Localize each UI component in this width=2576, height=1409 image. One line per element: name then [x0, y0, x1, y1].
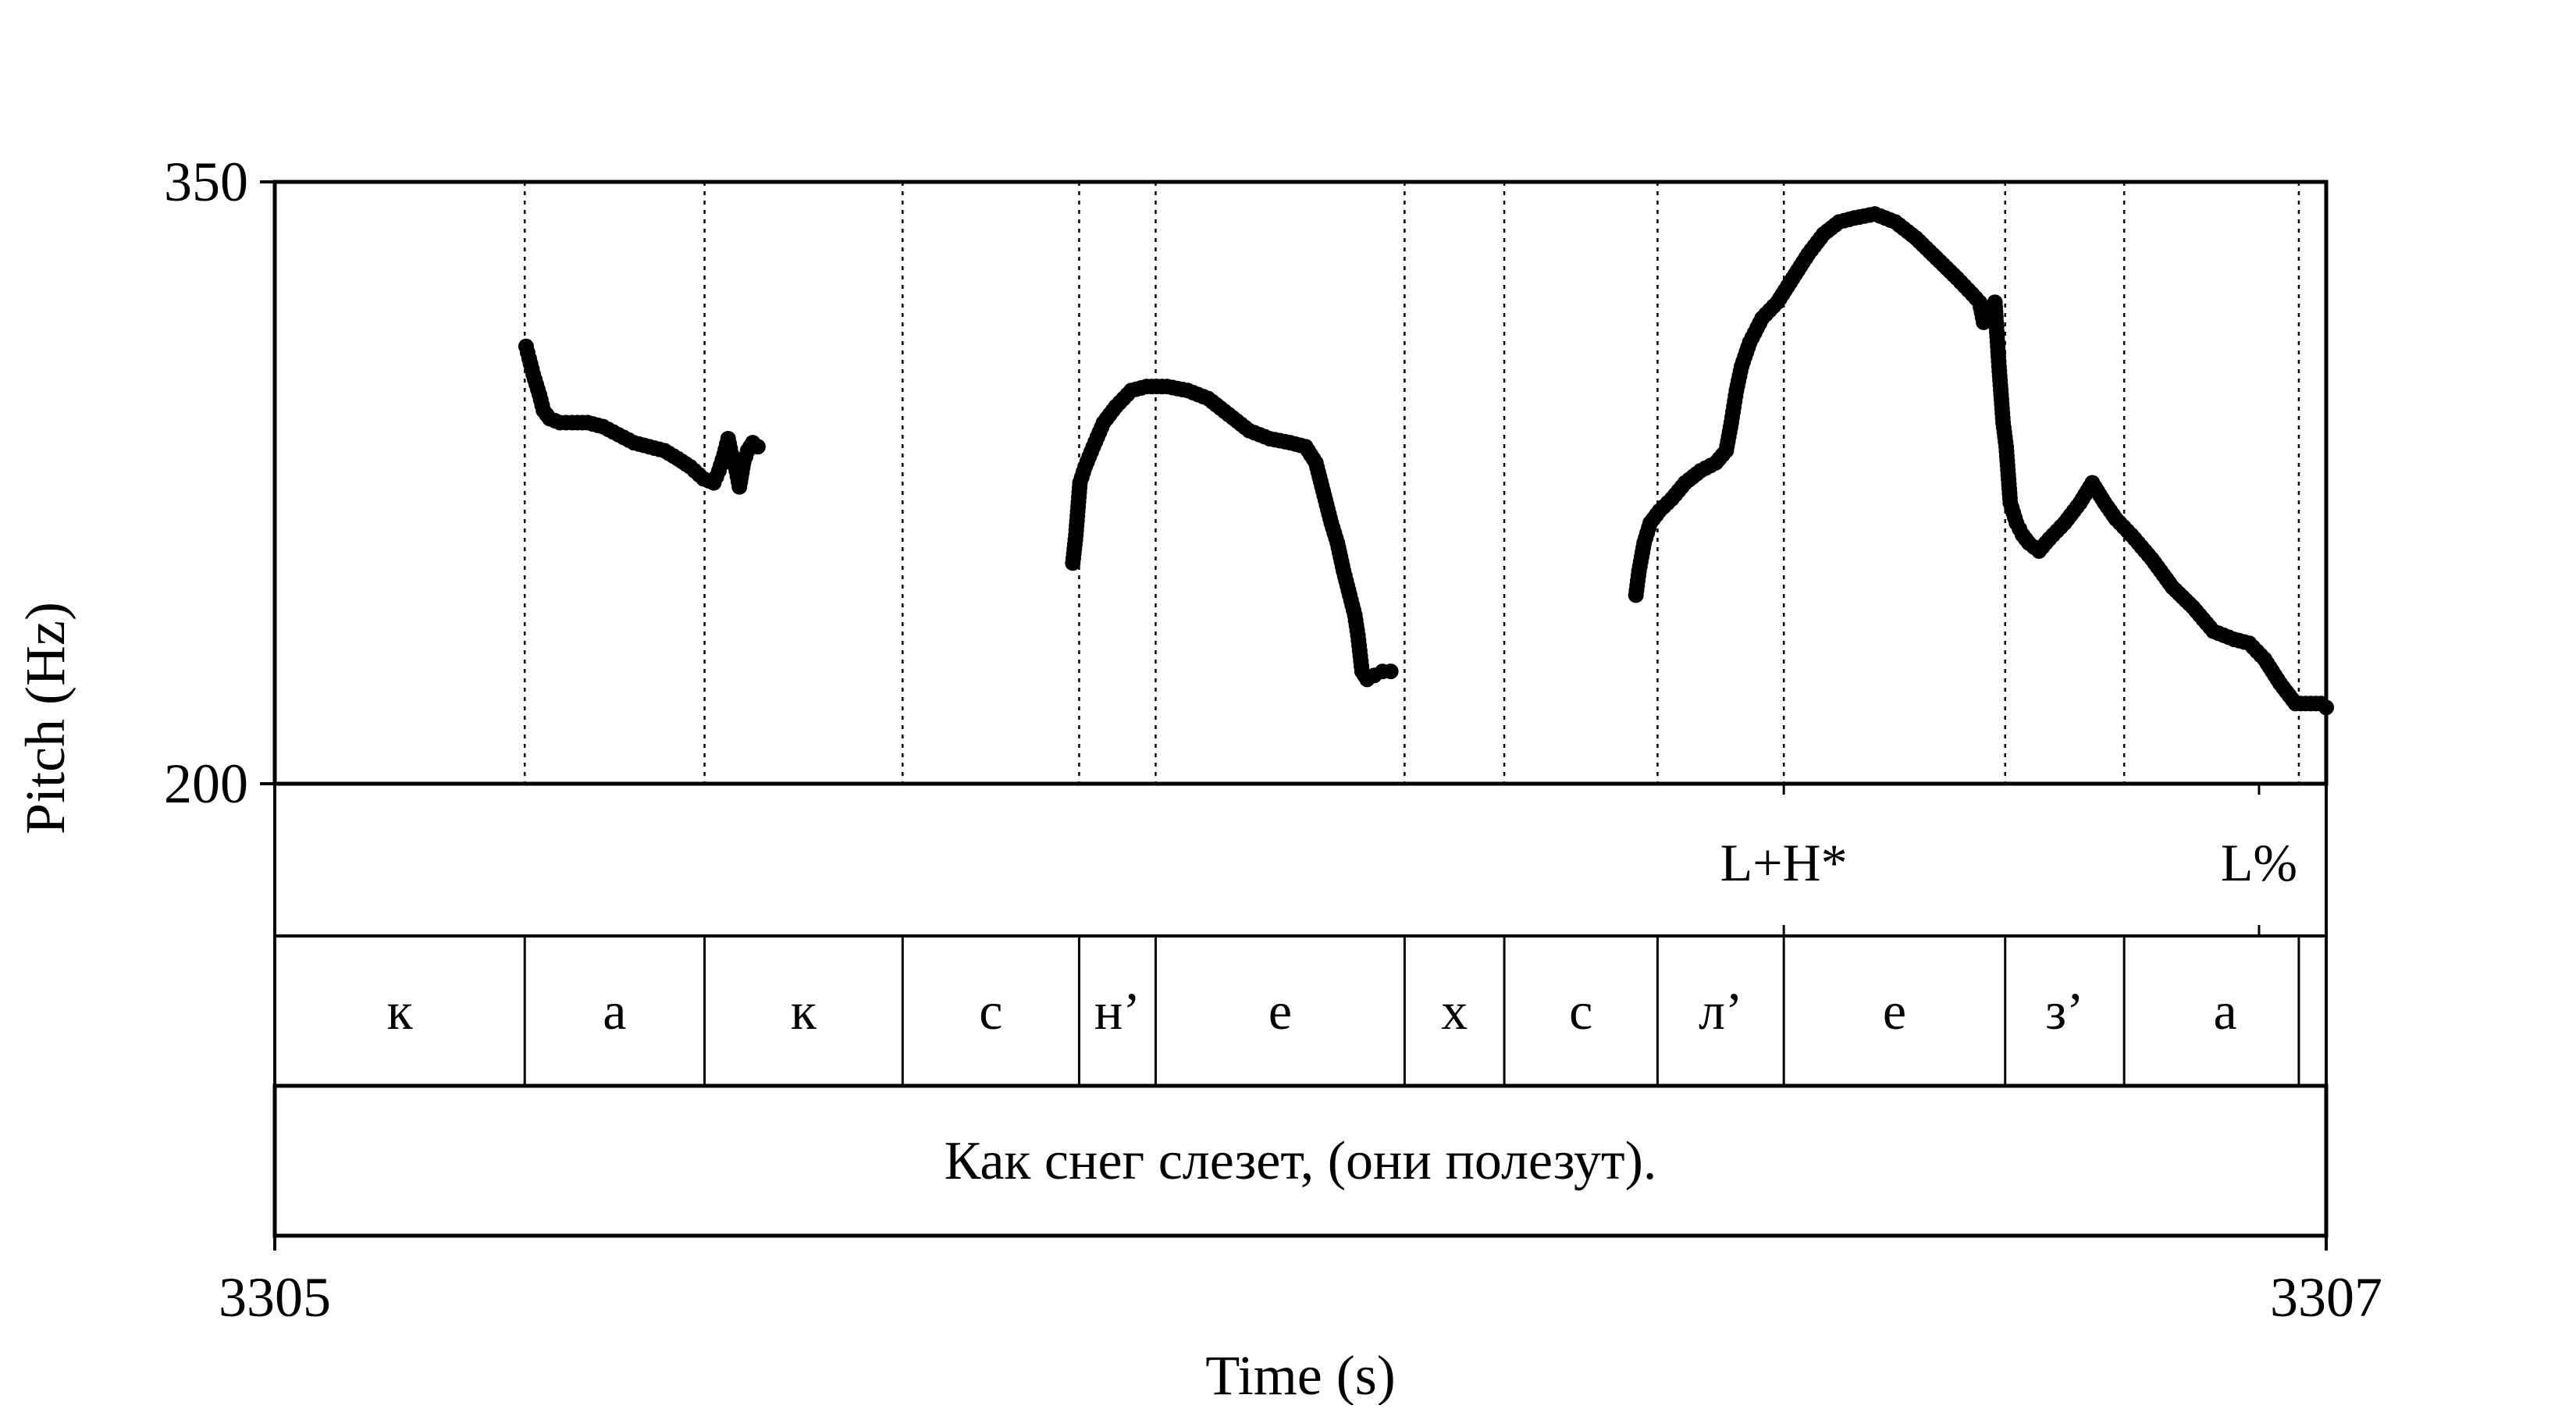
pitch-points	[518, 206, 2334, 716]
annotation-tiers: L+H* L% к а к с н’ е х с л’ е з’ а	[387, 784, 2300, 1086]
segment-label: з’	[2045, 981, 2084, 1041]
tier-frames	[260, 180, 2329, 1251]
x-tick-label-3305: 3305	[219, 1266, 331, 1329]
segment-label: е	[1268, 981, 1292, 1041]
segment-label: а	[2213, 981, 2236, 1041]
tone-label: L%	[2221, 833, 2297, 892]
segment-label: х	[1441, 981, 1468, 1041]
boundary-lines	[523, 182, 2300, 784]
sentence-transcription: Как снег слезет, (они полезут).	[945, 1131, 1657, 1191]
x-axis-title: Time (s)	[1205, 1344, 1395, 1405]
pitch-point	[1382, 664, 1399, 680]
pitch-point	[749, 439, 766, 455]
segment-label: е	[1883, 981, 1906, 1041]
segment-label: с	[1569, 981, 1592, 1041]
segment-tier-frame	[273, 934, 2328, 1087]
tone-tier-frame	[273, 782, 2328, 938]
segment-label: н’	[1094, 981, 1140, 1041]
segment-label: к	[791, 981, 817, 1041]
y-tick-label-200: 200	[164, 753, 248, 815]
segment-label: л’	[1699, 981, 1743, 1041]
pitch-panel-frame	[272, 180, 2329, 786]
y-tick-label-350: 350	[164, 151, 248, 213]
segment-label: к	[387, 981, 414, 1041]
segment-label: а	[603, 981, 626, 1041]
x-tick-label-3307: 3307	[2270, 1266, 2382, 1329]
y-axis-title: Pitch (Hz)	[14, 602, 76, 834]
tone-label: L+H*	[1720, 833, 1848, 892]
segment-label: с	[979, 981, 1002, 1041]
sentence-tier-frame	[272, 1083, 2329, 1238]
